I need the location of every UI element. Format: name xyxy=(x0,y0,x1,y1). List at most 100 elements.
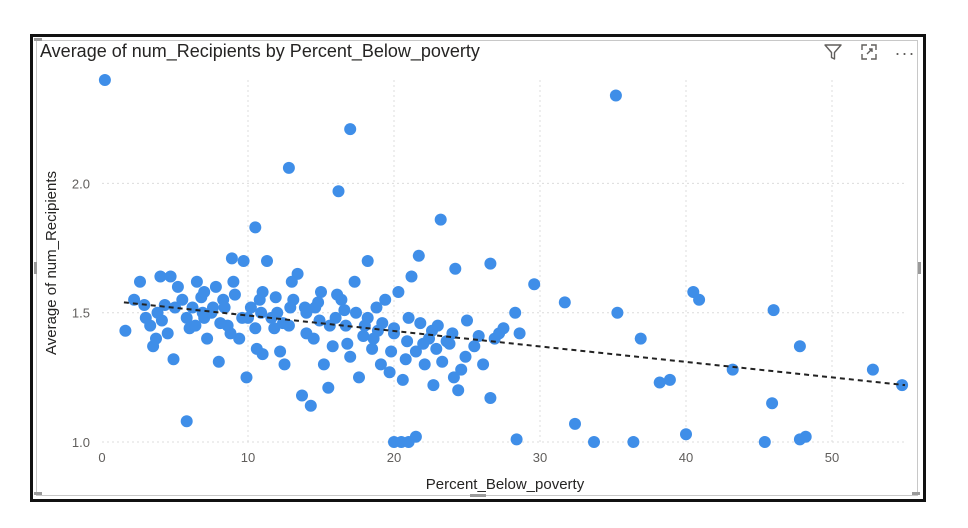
data-point[interactable] xyxy=(269,291,282,304)
data-point[interactable] xyxy=(452,384,465,397)
data-point[interactable] xyxy=(493,327,506,340)
data-point[interactable] xyxy=(190,275,203,288)
data-point[interactable] xyxy=(198,286,211,298)
data-point[interactable] xyxy=(236,311,249,324)
data-point[interactable] xyxy=(189,319,202,332)
data-point[interactable] xyxy=(409,345,422,358)
data-point[interactable] xyxy=(344,350,357,363)
data-point[interactable] xyxy=(866,363,879,376)
data-point[interactable] xyxy=(338,304,351,317)
data-point[interactable] xyxy=(154,270,167,283)
filter-icon[interactable] xyxy=(822,42,844,64)
data-point[interactable] xyxy=(726,363,739,376)
data-point[interactable] xyxy=(218,301,231,314)
data-point[interactable] xyxy=(158,299,171,311)
data-point[interactable] xyxy=(348,275,361,288)
data-point[interactable] xyxy=(509,306,522,319)
data-point[interactable] xyxy=(468,340,481,353)
data-point[interactable] xyxy=(371,324,384,337)
data-point[interactable] xyxy=(335,293,348,306)
data-point[interactable] xyxy=(680,428,692,441)
resize-handle-bottom-left[interactable] xyxy=(34,492,42,495)
data-point[interactable] xyxy=(312,296,325,309)
data-point[interactable] xyxy=(370,301,383,314)
data-point[interactable] xyxy=(383,366,396,379)
data-point[interactable] xyxy=(767,304,780,317)
data-point[interactable] xyxy=(323,319,336,332)
data-point[interactable] xyxy=(569,417,581,430)
data-point[interactable] xyxy=(201,332,214,345)
resize-handle-top-left[interactable] xyxy=(34,38,42,41)
data-point[interactable] xyxy=(402,311,415,324)
data-point[interactable] xyxy=(414,317,427,330)
data-point[interactable] xyxy=(207,301,219,314)
data-point[interactable] xyxy=(307,332,320,345)
data-point[interactable] xyxy=(326,340,339,353)
data-point[interactable] xyxy=(315,286,327,298)
data-point[interactable] xyxy=(224,327,237,340)
data-point[interactable] xyxy=(339,319,352,332)
data-point[interactable] xyxy=(396,373,409,386)
data-point[interactable] xyxy=(341,337,354,350)
data-point[interactable] xyxy=(758,436,771,448)
data-point[interactable] xyxy=(443,337,456,350)
data-point[interactable] xyxy=(228,288,241,301)
data-point[interactable] xyxy=(298,301,311,314)
data-point[interactable] xyxy=(434,213,447,226)
data-point[interactable] xyxy=(304,399,317,412)
data-point[interactable] xyxy=(313,314,326,327)
data-point[interactable] xyxy=(409,430,422,443)
data-point[interactable] xyxy=(385,345,398,358)
data-point[interactable] xyxy=(627,436,640,448)
data-point[interactable] xyxy=(611,306,624,319)
data-point[interactable] xyxy=(361,255,374,267)
data-point[interactable] xyxy=(171,280,184,293)
data-point[interactable] xyxy=(558,296,571,309)
data-point[interactable] xyxy=(350,306,362,319)
data-point[interactable] xyxy=(161,327,174,340)
data-point[interactable] xyxy=(353,371,365,384)
data-point[interactable] xyxy=(484,392,497,404)
data-point[interactable] xyxy=(176,293,189,306)
data-point[interactable] xyxy=(237,255,250,267)
data-point[interactable] xyxy=(150,332,162,345)
data-point[interactable] xyxy=(793,340,806,353)
data-point[interactable] xyxy=(449,262,462,275)
data-point[interactable] xyxy=(196,306,209,319)
data-point[interactable] xyxy=(285,275,298,288)
data-point[interactable] xyxy=(455,363,468,376)
data-point[interactable] xyxy=(256,286,269,298)
data-point[interactable] xyxy=(271,306,284,319)
data-point[interactable] xyxy=(609,89,622,102)
more-options-icon[interactable]: ··· xyxy=(894,43,916,63)
data-point[interactable] xyxy=(405,270,418,283)
data-point[interactable] xyxy=(653,376,666,389)
data-point[interactable] xyxy=(896,379,909,392)
data-point[interactable] xyxy=(399,353,412,366)
data-point[interactable] xyxy=(186,301,199,314)
data-point[interactable] xyxy=(225,252,238,265)
data-point[interactable] xyxy=(588,436,600,448)
data-point[interactable] xyxy=(250,342,263,355)
data-point[interactable] xyxy=(119,324,132,337)
focus-mode-icon[interactable] xyxy=(858,42,880,64)
data-point[interactable] xyxy=(766,397,779,410)
data-point[interactable] xyxy=(484,257,497,270)
data-point[interactable] xyxy=(357,330,370,342)
data-point[interactable] xyxy=(169,301,181,314)
data-point[interactable] xyxy=(261,255,273,267)
data-point[interactable] xyxy=(317,358,330,371)
data-point[interactable] xyxy=(296,389,308,402)
data-point[interactable] xyxy=(233,332,246,345)
data-point[interactable] xyxy=(214,317,227,330)
data-point[interactable] xyxy=(374,358,387,371)
data-point[interactable] xyxy=(164,270,177,283)
data-point[interactable] xyxy=(436,355,449,368)
data-point[interactable] xyxy=(249,221,262,234)
data-point[interactable] xyxy=(278,358,291,371)
data-point[interactable] xyxy=(344,123,357,136)
data-point[interactable] xyxy=(212,355,225,368)
resize-handle-right[interactable] xyxy=(918,262,921,274)
data-point[interactable] xyxy=(155,314,168,327)
data-point[interactable] xyxy=(430,342,443,355)
